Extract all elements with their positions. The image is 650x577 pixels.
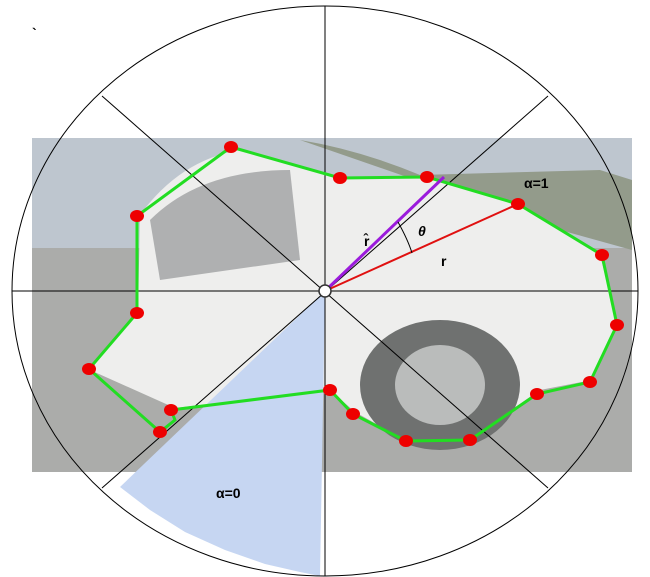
point [130,210,144,222]
r-label: r [441,253,447,269]
angle-arc [397,221,413,254]
point [333,172,347,184]
point [583,376,597,388]
car-window [150,170,300,280]
point [153,426,167,438]
point [130,307,144,319]
point [420,171,434,183]
center-point [318,284,332,298]
point [530,388,544,400]
alpha-one-label: α=1 [524,175,549,191]
radius-line [324,203,519,292]
rim [395,345,485,425]
point [595,249,609,261]
point [610,319,624,331]
theta-label: θ [418,223,426,239]
point [82,363,96,375]
alpha-zero-wedge [120,291,325,576]
photo-overlay [32,138,632,472]
point [323,384,337,396]
corner-mark: ` [32,25,37,41]
point [511,198,525,210]
point [463,434,477,446]
photo [32,138,632,472]
r-hat-label: r̂ [363,232,370,249]
unit-vector-line [323,175,446,293]
point [399,435,413,447]
alpha-zero-label: α=0 [216,485,241,501]
point [164,404,178,416]
point [224,141,238,153]
contour-points [82,141,624,447]
point [346,408,360,420]
